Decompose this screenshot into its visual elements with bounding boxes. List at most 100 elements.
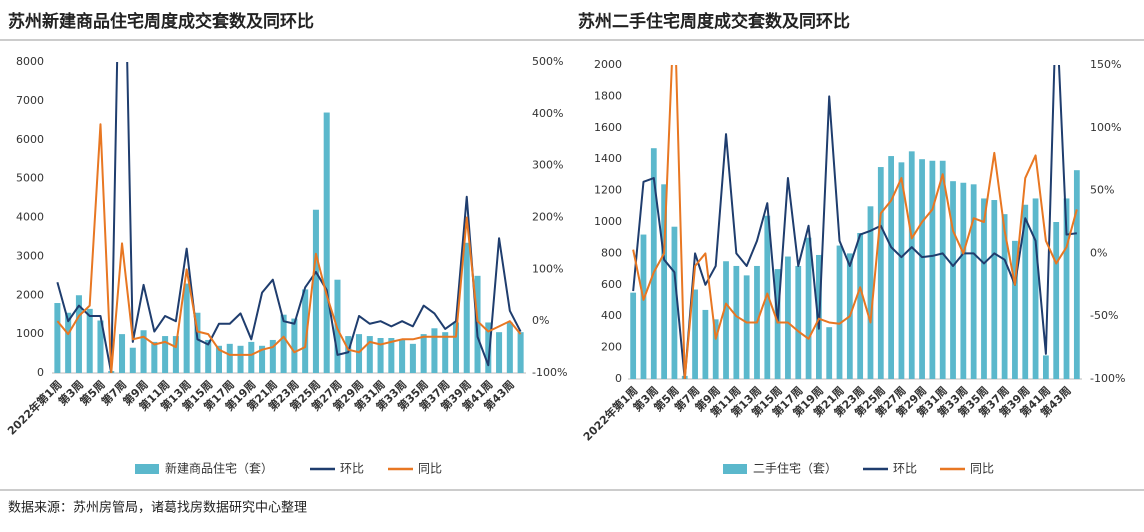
bar [463,242,470,373]
bar [442,332,449,373]
bar [1042,355,1049,379]
bar [1063,198,1070,379]
line-series [632,65,1077,379]
plot-area [630,65,1080,379]
y-tick-label: 2000 [594,58,622,71]
bar [506,322,513,373]
bar [929,160,936,379]
bar [919,159,925,379]
y-tick-label: 8000 [16,55,44,68]
y-tick-label: 5000 [16,172,44,185]
y2-tick-label: -50% [1090,309,1118,322]
bar [857,232,864,379]
y-tick-label: 1000 [594,215,622,228]
bar [898,162,905,379]
bar [172,336,179,373]
bar [970,184,977,379]
bar [54,303,61,373]
bar [183,283,190,373]
bar [877,167,884,379]
bar [269,339,276,373]
bar [517,332,524,373]
bar [162,336,169,373]
bar [795,265,802,379]
bar [981,198,987,379]
bar [785,256,791,379]
y-tick-label: 600 [601,278,622,291]
bar [151,341,158,373]
bar [867,206,874,379]
bar [960,182,967,379]
bar [194,312,201,373]
bar [1032,198,1039,379]
x-tick-label: 2022年第1周 [580,383,640,443]
plot-area [54,62,524,373]
bar [291,318,298,373]
y-tick-label: 0 [37,366,44,379]
bar [836,245,843,379]
bar [702,309,709,379]
bar [1053,222,1060,379]
bar [888,156,895,379]
bar [733,265,740,379]
bar [399,339,406,373]
y-tick-label: 3000 [16,249,44,262]
y2-tick-label: -100% [532,366,567,379]
legend-swatch [723,464,747,474]
bar [248,341,255,373]
legend-label: 同比 [418,462,442,476]
bar [431,328,438,373]
y-tick-label: 400 [601,309,622,322]
bar [226,343,233,373]
y2-tick-label: 400% [532,107,563,120]
line-series [632,65,1078,379]
chart-title: 苏州新建商品住宅周度成交套数及同环比 [8,11,314,32]
y-tick-label: 2000 [16,288,44,301]
bar [1022,204,1029,379]
bar [774,269,781,379]
bar [280,314,287,373]
bar [991,200,998,379]
bar [650,148,657,379]
legend-label: 环比 [340,462,364,476]
bar [65,312,72,373]
bar [826,327,833,379]
bar [712,319,719,379]
bar [97,320,104,373]
bar [1012,240,1018,379]
y-tick-label: 1000 [16,327,44,340]
y-tick-label: 7000 [16,94,44,107]
bar [140,330,147,373]
legend-label: 二手住宅（套） [753,461,837,476]
bar [908,151,915,379]
x-tick-label: 2022年第1周 [4,377,64,437]
y2-tick-label: -100% [1090,372,1125,385]
y-tick-label: 4000 [16,211,44,224]
line-series [56,123,522,373]
bar [420,334,427,373]
bar [692,289,698,379]
bar [743,275,750,379]
y2-tick-label: 0% [1090,246,1107,259]
bar [215,345,222,373]
y-tick-label: 1600 [594,121,622,134]
bar [205,339,212,373]
legend-label: 同比 [970,462,994,476]
bar [1073,170,1080,379]
bar [237,345,244,373]
bar [388,338,395,373]
bar [805,237,812,379]
bar [366,336,373,373]
y-tick-label: 6000 [16,133,44,146]
bar [119,334,126,373]
chart-title: 苏州二手住宅周度成交套数及同环比 [578,11,850,32]
y-tick-label: 1400 [594,152,622,165]
bar [723,261,729,379]
y2-tick-label: 500% [532,55,563,68]
y-tick-label: 1200 [594,184,622,197]
bar [452,322,459,373]
legend-label: 环比 [893,462,917,476]
bar [1001,214,1008,379]
line-series [56,62,522,373]
